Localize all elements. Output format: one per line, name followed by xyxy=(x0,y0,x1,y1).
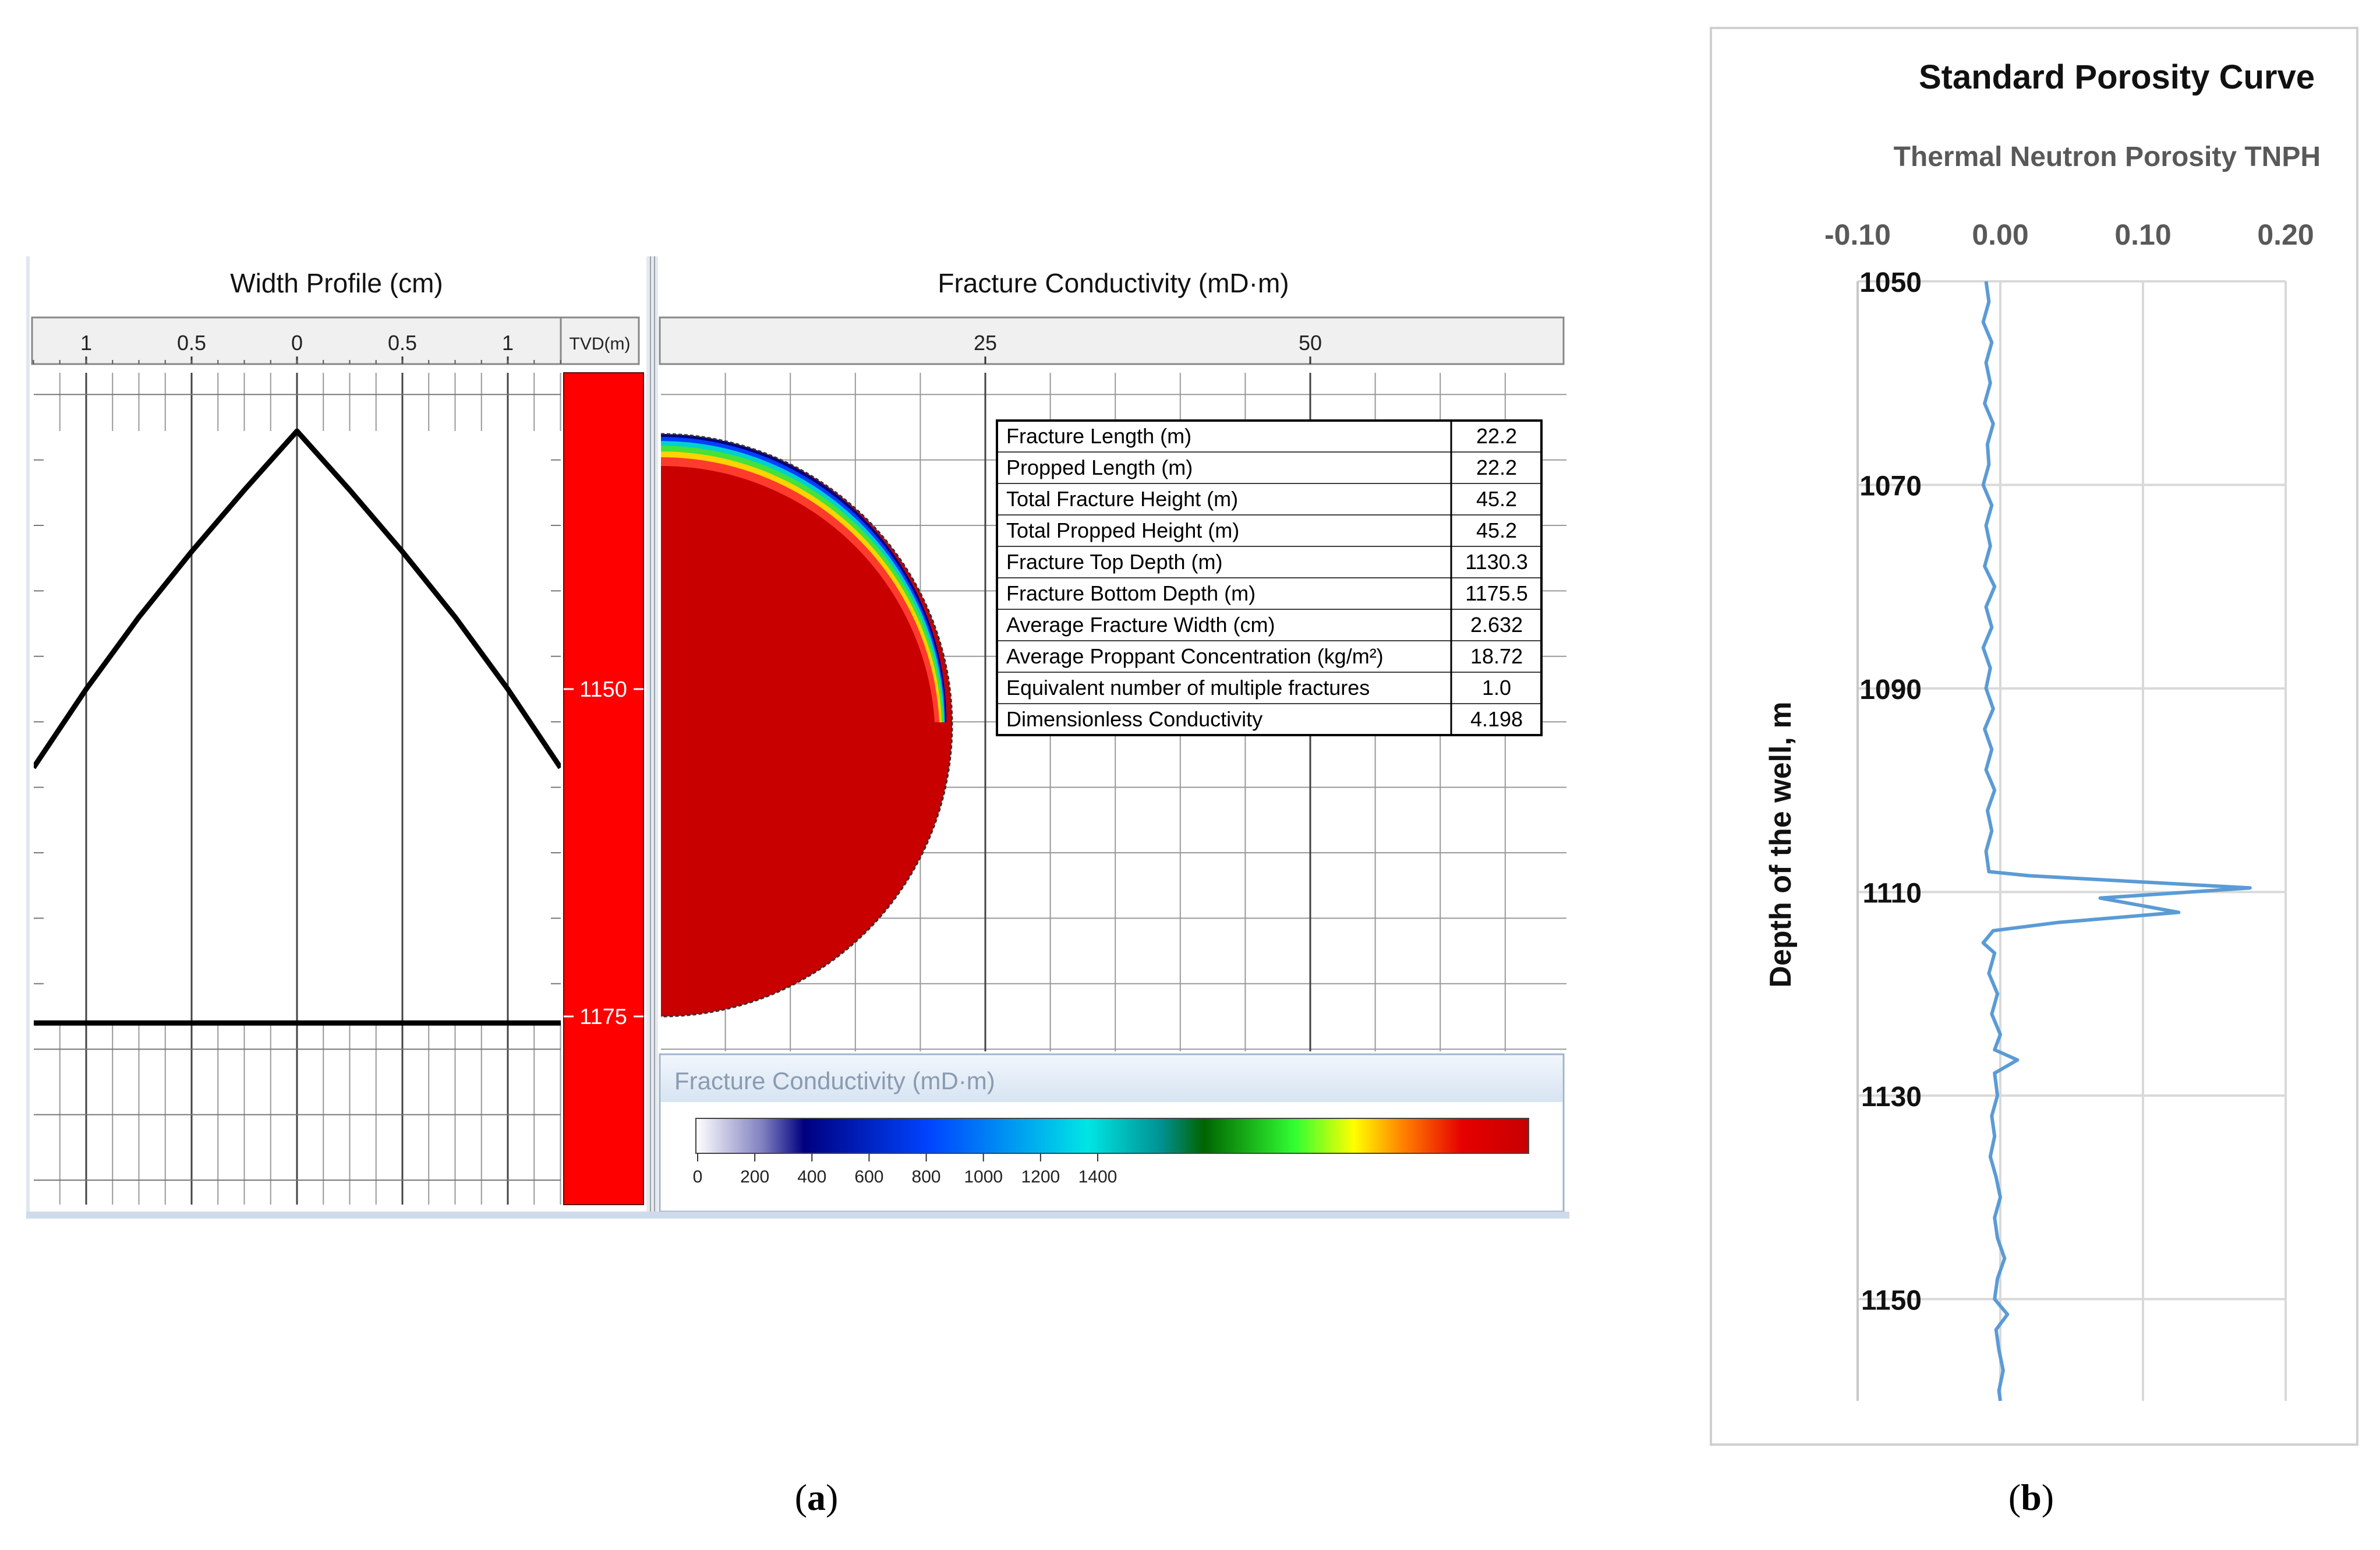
summary-row-value: 45.2 xyxy=(1476,487,1517,511)
panel-b: Standard Porosity Curve Thermal Neutron … xyxy=(1710,27,2358,1518)
porosity-y-tick-label: 1150 xyxy=(1861,1285,1922,1316)
summary-row-value: 1130.3 xyxy=(1465,550,1527,574)
width-profile-curve xyxy=(34,428,561,769)
legend-title: Fracture Conductivity (mD·m) xyxy=(674,1067,995,1094)
summary-row-label: Equivalent number of multiple fractures xyxy=(1006,676,1370,700)
conductivity-ruler xyxy=(659,316,1565,365)
porosity-x-tick-label: 0.20 xyxy=(2257,218,2314,251)
width-ruler-tick-label: 1 xyxy=(80,331,92,355)
conductivity-legend-window[interactable]: Fracture Conductivity (mD·m) 0 200 400 600 8… xyxy=(659,1053,1565,1213)
porosity-y-tick-label: 1090 xyxy=(1859,675,1922,705)
porosity-x-ticks: -0.10 0.00 0.10 0.20 xyxy=(1824,218,2314,251)
porosity-y-tick-label: 1050 xyxy=(1859,267,1922,298)
width-ruler-ticks: 1 0.5 0 0.5 1 xyxy=(33,331,561,364)
porosity-series-line xyxy=(1981,281,2252,1401)
legend-tick-label: 1400 xyxy=(1078,1167,1117,1187)
summary-row-value: 22.2 xyxy=(1476,424,1517,448)
summary-row-value: 1175.5 xyxy=(1465,581,1527,605)
summary-row-label: Dimensionless Conductivity xyxy=(1006,707,1263,731)
tvd-header: TVD(m) xyxy=(570,334,631,354)
porosity-x-tick-label: 0.00 xyxy=(1972,218,2028,251)
window-bottom-edge xyxy=(26,1212,1569,1219)
legend-tick-label: 800 xyxy=(912,1167,941,1187)
tvd-labels: 1150 1175 xyxy=(564,677,643,1029)
tvd-label-1150: 1150 xyxy=(579,677,627,702)
fracture-summary-table: Fracture Length (m) 22.2 Propped Length (m… xyxy=(996,419,1543,736)
summary-row-label: Total Fracture Height (m) xyxy=(1006,487,1238,511)
legend-tick-label: 600 xyxy=(854,1167,883,1187)
summary-row-label: Total Propped Height (m) xyxy=(1006,518,1239,542)
summary-row-label: Fracture Bottom Depth (m) xyxy=(1006,581,1256,605)
legend-tick-label: 0 xyxy=(693,1167,703,1187)
width-ruler-tick-label: 0.5 xyxy=(388,331,417,355)
porosity-y-ticks: 1050 1070 1090 1110 1130 1150 xyxy=(1859,267,1922,1316)
porosity-y-axis-label: Depth of the well, m xyxy=(1764,701,1798,987)
legend-tick-label: 200 xyxy=(740,1167,769,1187)
panel-a: Width Profile (cm) 1 0.5 0 0.5 1 TVD(m) 1150… xyxy=(26,256,1569,1518)
summary-row-value: 45.2 xyxy=(1476,518,1517,542)
width-ruler xyxy=(31,316,640,365)
legend-tick-label: 400 xyxy=(797,1167,826,1187)
porosity-subtitle: Thermal Neutron Porosity TNPH xyxy=(1894,142,2321,172)
summary-row-label: Average Fracture Width (cm) xyxy=(1006,613,1275,637)
summary-row-value: 2.632 xyxy=(1470,613,1523,637)
porosity-y-tick-label: 1130 xyxy=(1861,1082,1922,1113)
porosity-grid xyxy=(1856,280,2287,1401)
porosity-chart-frame xyxy=(1710,27,2358,1446)
legend-colorbar xyxy=(695,1118,1529,1154)
conductivity-title: Fracture Conductivity (mD·m) xyxy=(938,268,1289,298)
width-profile-panel xyxy=(30,256,646,1212)
tvd-label-1175: 1175 xyxy=(579,1005,627,1029)
width-ruler-tick-label: 1 xyxy=(502,331,514,355)
summary-row-label: Fracture Length (m) xyxy=(1006,424,1191,448)
porosity-title: Standard Porosity Curve xyxy=(1919,58,2315,96)
conductivity-ruler-tick-label: 25 xyxy=(974,331,997,355)
porosity-x-tick-label: -0.10 xyxy=(1824,218,1891,251)
legend-tick-label: 1200 xyxy=(1021,1167,1060,1187)
window-left-edge xyxy=(26,256,30,1214)
legend-tick-label: 1000 xyxy=(964,1167,1003,1187)
summary-row-value: 1.0 xyxy=(1482,676,1511,700)
width-ruler-tick-label: 0.5 xyxy=(177,331,206,355)
conductivity-ruler-ticks: 25 50 xyxy=(974,331,1322,364)
porosity-y-tick-label: 1070 xyxy=(1859,471,1922,502)
porosity-x-tick-label: 0.10 xyxy=(2114,218,2171,251)
porosity-y-tick-label: 1110 xyxy=(1863,878,1922,909)
tvd-column xyxy=(563,372,644,1205)
caption-a: (a) xyxy=(795,1477,839,1518)
conductivity-ruler-tick-label: 50 xyxy=(1299,331,1322,355)
panel-splitter[interactable] xyxy=(646,256,658,1214)
summary-row-label: Fracture Top Depth (m) xyxy=(1006,550,1222,574)
summary-row-value: 4.198 xyxy=(1470,707,1523,731)
caption-b: (b) xyxy=(2008,1477,2054,1518)
width-profile-title: Width Profile (cm) xyxy=(230,268,443,298)
width-profile-grid xyxy=(34,373,561,1205)
summary-row-label: Propped Length (m) xyxy=(1006,456,1193,479)
summary-row-label: Average Proppant Concentration (kg/m²) xyxy=(1006,644,1384,668)
summary-row-value: 22.2 xyxy=(1476,456,1517,479)
legend-ticks: 0 200 400 600 800 1000 1200 1400 xyxy=(693,1153,1117,1187)
summary-row-value: 18.72 xyxy=(1470,644,1523,668)
width-ruler-tick-label: 0 xyxy=(291,331,303,355)
